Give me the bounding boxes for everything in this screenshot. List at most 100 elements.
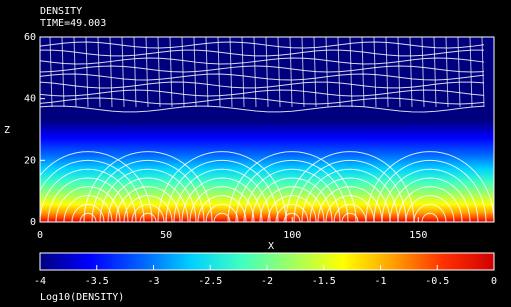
field-line [213, 212, 231, 222]
field-line [349, 37, 353, 108]
field-line [83, 151, 213, 222]
field-line [131, 203, 165, 222]
field-line [341, 212, 359, 222]
x-tick-label: 100 [283, 230, 301, 241]
field-line [99, 168, 197, 222]
field-line [389, 177, 471, 222]
y-tick-label: 0 [30, 217, 36, 228]
field-line [157, 37, 161, 108]
field-line [173, 168, 271, 222]
field-line [251, 177, 333, 222]
field-line [227, 151, 357, 222]
field-line [481, 37, 485, 108]
field-line [309, 177, 391, 222]
field-line [40, 105, 485, 113]
field-line [365, 151, 494, 222]
field-line [267, 195, 317, 222]
field-line [235, 159, 349, 222]
colorbar-tick-label: -1 [374, 276, 386, 287]
field-line [109, 37, 113, 108]
field-line [197, 195, 247, 222]
field-line [325, 195, 375, 222]
x-tick-label: 150 [409, 230, 427, 241]
field-line [49, 37, 53, 108]
field-line [301, 168, 399, 222]
field-line [40, 73, 485, 81]
colorbar-tick-label: -3.5 [85, 276, 109, 287]
field-line [421, 37, 425, 108]
field-line [283, 212, 301, 222]
field-line [265, 37, 269, 108]
field-line [61, 37, 65, 108]
field-line [107, 177, 189, 222]
field-line [169, 37, 173, 108]
colorbar-tick-label: -0.5 [425, 276, 449, 287]
field-line [275, 203, 309, 222]
y-axis-label: Z [4, 125, 10, 136]
x-tick-label: 50 [160, 230, 172, 241]
field-line [40, 65, 485, 73]
field-line [469, 37, 473, 108]
field-line [139, 212, 157, 222]
chart-title: DENSITY [40, 6, 82, 17]
field-line [277, 37, 281, 108]
field-line [381, 168, 479, 222]
field-line [337, 37, 341, 108]
colorbar-tick-label: -3 [147, 276, 159, 287]
field-line [181, 177, 263, 222]
field-line [40, 168, 137, 222]
field-line [217, 37, 221, 108]
field-line [243, 168, 341, 222]
field-line [115, 186, 181, 222]
field-line [317, 186, 383, 222]
field-line [397, 37, 401, 108]
field-line [73, 37, 77, 108]
field-line [40, 151, 153, 222]
colorbar-tick-label: 0 [491, 276, 497, 287]
field-line [421, 212, 439, 222]
field-line [289, 37, 293, 108]
field-line [301, 37, 305, 108]
chart-subtitle: TIME=49.003 [40, 18, 106, 29]
field-line [361, 37, 365, 108]
colorbar-label: Log10(DENSITY) [40, 292, 124, 303]
field-line [145, 37, 149, 108]
field-line [133, 37, 137, 108]
field-line [193, 37, 197, 108]
field-line [181, 37, 185, 108]
field-line [457, 37, 461, 108]
field-line [55, 186, 121, 222]
field-line [165, 159, 279, 222]
field-line [205, 37, 209, 108]
field-line [445, 37, 449, 108]
field-line [40, 81, 485, 89]
plot-frame [39, 36, 495, 223]
field-lines [40, 37, 494, 222]
field-line [385, 37, 389, 108]
field-line [79, 212, 97, 222]
field-line [40, 159, 145, 222]
field-line [229, 37, 233, 108]
field-line [40, 57, 485, 65]
field-line [47, 177, 129, 222]
colorbar-tick-label: -2 [261, 276, 273, 287]
y-tick-label: 20 [24, 155, 36, 166]
field-line [97, 37, 101, 108]
field-line [409, 37, 413, 108]
field-line [121, 37, 125, 108]
field-line [333, 203, 367, 222]
field-line [157, 151, 287, 222]
field-line [285, 151, 415, 222]
field-line [293, 159, 407, 222]
y-tick-label: 60 [24, 32, 36, 43]
field-line [397, 186, 463, 222]
x-axis-label: X [268, 241, 274, 252]
field-line [313, 37, 317, 108]
field-line [405, 195, 455, 222]
field-line [71, 203, 105, 222]
colorbar-tick-label: -1.5 [312, 276, 336, 287]
field-line [189, 186, 255, 222]
field-line [413, 203, 447, 222]
field-line [40, 49, 485, 57]
